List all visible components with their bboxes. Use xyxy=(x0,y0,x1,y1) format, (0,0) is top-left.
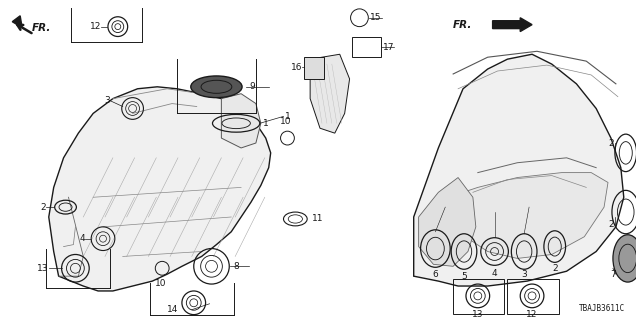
Text: 5: 5 xyxy=(461,272,467,281)
Text: 12: 12 xyxy=(526,310,538,319)
Bar xyxy=(351,37,381,57)
Text: 2: 2 xyxy=(40,203,46,212)
Text: 6: 6 xyxy=(433,270,438,279)
Text: 13: 13 xyxy=(37,264,49,273)
Bar xyxy=(304,57,324,79)
Text: FR.: FR. xyxy=(453,20,472,30)
Ellipse shape xyxy=(191,76,242,98)
Text: FR.: FR. xyxy=(32,23,51,33)
Text: 9: 9 xyxy=(249,82,255,91)
Text: 4: 4 xyxy=(492,269,497,278)
Text: 12: 12 xyxy=(90,22,101,31)
Text: 2: 2 xyxy=(552,264,557,273)
Text: 16: 16 xyxy=(291,63,302,72)
Ellipse shape xyxy=(613,235,640,282)
Text: 11: 11 xyxy=(312,214,324,223)
Text: 14: 14 xyxy=(167,305,179,314)
Polygon shape xyxy=(419,178,476,266)
Polygon shape xyxy=(448,172,608,259)
Polygon shape xyxy=(49,87,271,291)
Text: 1: 1 xyxy=(263,119,269,128)
Text: 1: 1 xyxy=(285,112,291,121)
Polygon shape xyxy=(310,54,349,133)
Polygon shape xyxy=(12,16,22,28)
Text: 2: 2 xyxy=(608,220,614,229)
Text: 15: 15 xyxy=(371,13,382,22)
FancyArrow shape xyxy=(493,18,532,32)
Text: 17: 17 xyxy=(383,43,395,52)
Text: 10: 10 xyxy=(154,279,166,288)
Polygon shape xyxy=(413,54,624,286)
Text: 7: 7 xyxy=(610,270,616,279)
Text: 2: 2 xyxy=(608,139,614,148)
Text: TBAJB3611C: TBAJB3611C xyxy=(579,304,625,313)
Text: 13: 13 xyxy=(472,310,484,319)
Text: 4: 4 xyxy=(79,234,85,243)
Text: 8: 8 xyxy=(233,262,239,271)
Bar xyxy=(453,279,504,314)
Text: 3: 3 xyxy=(104,96,110,105)
Polygon shape xyxy=(221,94,261,148)
Text: 3: 3 xyxy=(522,270,527,279)
Text: 10: 10 xyxy=(280,117,291,126)
Bar xyxy=(508,279,559,314)
